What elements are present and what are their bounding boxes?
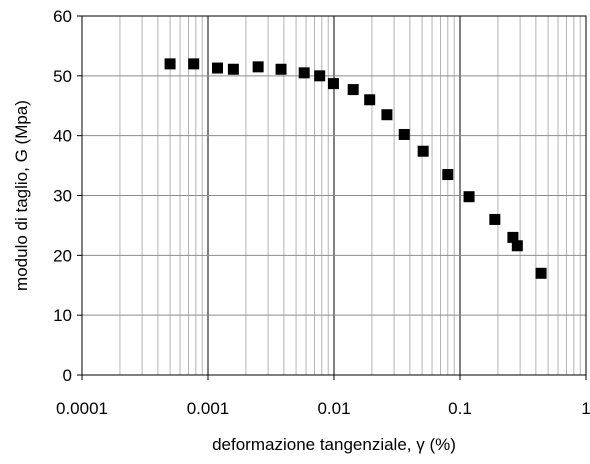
x-tick-label: 0.01 <box>317 399 350 418</box>
data-point <box>314 70 326 82</box>
data-point <box>364 94 376 106</box>
x-tick-label: 1 <box>581 399 590 418</box>
data-point <box>188 58 200 70</box>
data-point <box>227 63 239 75</box>
x-tick-label: 0.0001 <box>56 399 108 418</box>
data-point <box>511 240 523 252</box>
data-point <box>164 58 176 70</box>
y-tick-label: 20 <box>53 246 72 265</box>
data-point <box>275 63 287 75</box>
y-tick-label: 40 <box>53 127 72 146</box>
data-point <box>535 267 547 279</box>
x-axis-title: deformazione tangenziale, γ (%) <box>212 435 456 454</box>
data-point <box>298 67 310 79</box>
data-point <box>347 84 359 96</box>
y-tick-label: 10 <box>53 306 72 325</box>
data-point <box>398 128 410 140</box>
data-point <box>327 78 339 90</box>
data-point <box>463 191 475 203</box>
data-point <box>417 145 429 157</box>
y-tick-label: 50 <box>53 67 72 86</box>
data-point <box>212 62 224 74</box>
y-tick-label: 30 <box>53 187 72 206</box>
y-tick-label: 0 <box>63 366 72 385</box>
data-point <box>442 169 454 181</box>
x-axis-ticks: 0.0001 0.001 0.01 0.1 1 <box>56 375 590 418</box>
data-point <box>489 213 501 225</box>
y-axis-ticks: 0 10 20 30 40 50 60 <box>53 7 82 385</box>
data-point <box>381 109 393 121</box>
data-point <box>252 61 264 73</box>
x-tick-label: 0.1 <box>448 399 472 418</box>
y-axis-title: modulo di taglio, G (Mpa) <box>12 100 31 291</box>
y-tick-label: 60 <box>53 7 72 26</box>
data-points <box>164 58 547 279</box>
data-point <box>507 231 519 243</box>
x-tick-label: 0.001 <box>187 399 230 418</box>
